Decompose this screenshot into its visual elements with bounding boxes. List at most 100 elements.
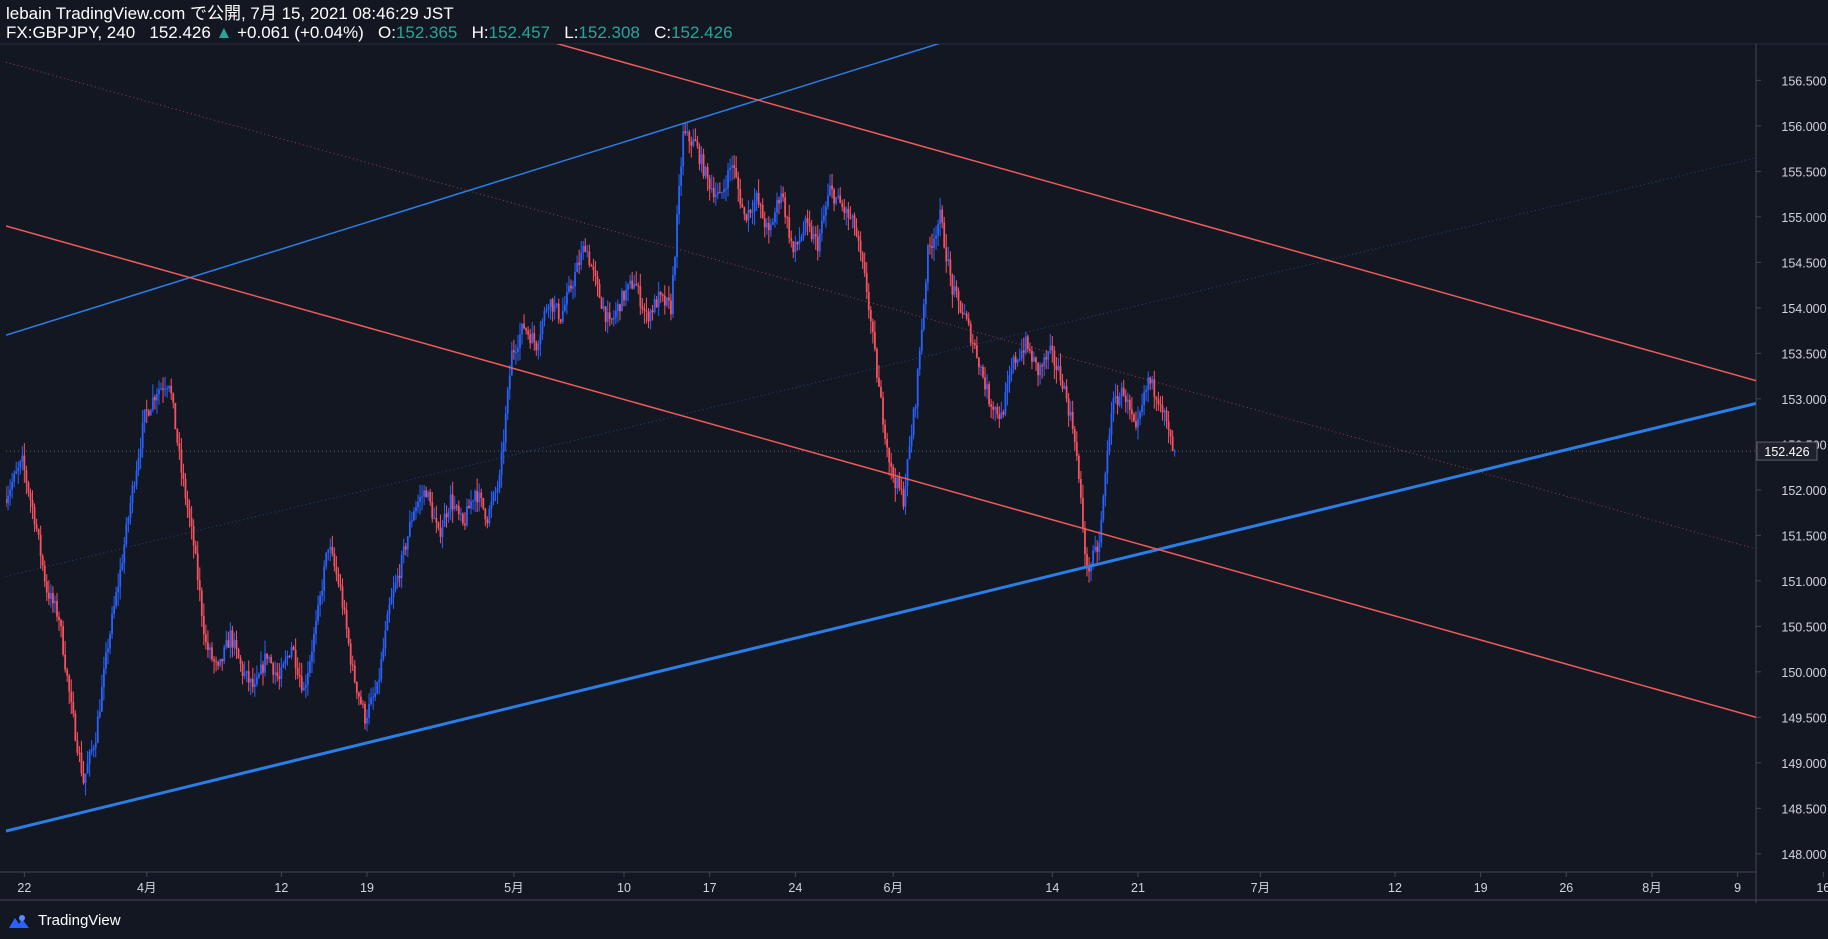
candle-body [262, 664, 264, 673]
candle [857, 230, 860, 252]
candle-body [700, 154, 703, 165]
candle-body [229, 630, 232, 648]
candle-body [419, 496, 421, 502]
candle [17, 461, 20, 484]
candle [984, 366, 986, 397]
candle-body [486, 519, 489, 524]
candle [172, 392, 175, 409]
candle [1055, 356, 1058, 384]
candle [272, 661, 275, 684]
candle [896, 474, 899, 495]
candle [672, 266, 674, 318]
candle [39, 525, 42, 569]
candle [127, 515, 130, 533]
candle [945, 234, 948, 273]
candle [763, 211, 766, 238]
candle [52, 586, 54, 613]
candle [278, 663, 281, 690]
candle [723, 179, 725, 199]
candle [825, 201, 827, 228]
candle-body [327, 549, 330, 553]
candle [1067, 392, 1070, 427]
candle [778, 196, 780, 215]
candle [15, 461, 18, 475]
candle-body [445, 513, 448, 518]
candle [616, 299, 619, 323]
candle-body [459, 513, 462, 515]
candle-body [586, 251, 589, 253]
candle-body [31, 500, 34, 508]
candle [11, 472, 14, 499]
candle-body [706, 166, 709, 179]
candle [410, 511, 413, 528]
candle [596, 270, 599, 297]
candle-body [694, 139, 697, 142]
candle-body [610, 318, 613, 320]
candle-body [68, 675, 71, 692]
candle-body [1008, 375, 1011, 384]
candle-body [778, 199, 780, 204]
candle-body [341, 586, 344, 608]
candle [645, 297, 648, 324]
candle-body [896, 477, 899, 489]
candle-body [180, 449, 183, 473]
candle [249, 677, 252, 695]
candle [665, 296, 668, 308]
candle [808, 210, 811, 233]
candle-body [865, 273, 868, 293]
candle-body [170, 386, 173, 394]
candle-body [198, 580, 201, 591]
tradingview-logo[interactable]: TradingView [6, 912, 121, 929]
candle [533, 325, 536, 351]
candle [88, 749, 91, 777]
candle [343, 599, 346, 615]
candle [729, 158, 731, 182]
candle [184, 473, 187, 506]
candle-body [957, 291, 960, 301]
candle-body [1108, 435, 1111, 452]
candle [700, 146, 703, 173]
candle [943, 216, 946, 249]
candle-body [317, 604, 319, 622]
candle [908, 436, 911, 460]
candle [641, 298, 644, 314]
candle [282, 661, 285, 669]
candle-body [500, 451, 503, 475]
candle [906, 458, 909, 497]
candle-body [243, 672, 246, 676]
candle [413, 507, 415, 522]
candle-body [461, 513, 464, 524]
candle-body [515, 351, 517, 353]
candle [563, 295, 566, 313]
candle [1061, 374, 1064, 393]
candle-body [1118, 396, 1121, 406]
candle-body [402, 546, 405, 555]
candle [506, 386, 509, 421]
candle [170, 378, 173, 400]
candle [31, 490, 34, 520]
candle [178, 432, 181, 460]
candle-body [1010, 369, 1013, 376]
candle-body [857, 235, 860, 241]
time-tick-label: 10 [617, 881, 631, 895]
candle [486, 516, 489, 529]
candle [258, 672, 260, 679]
chart-header: lebain TradingView.com で公開, 7月 15, 2021 … [6, 4, 733, 42]
candle [449, 485, 452, 521]
candle [374, 680, 377, 702]
candle-body [686, 131, 689, 134]
candle-body [945, 247, 948, 262]
candle [861, 251, 864, 269]
ohlc-legend: FX:GBPJPY, 240 152.426 ▲ +0.061 (+0.04%)… [6, 23, 733, 42]
candle [745, 213, 748, 223]
candle [531, 322, 534, 344]
price-chart[interactable]: 148.000 148.500 149.000 149.500 150.000 150.5… [0, 0, 1828, 903]
candle-body [888, 447, 891, 463]
candle-body [127, 518, 130, 524]
candle [690, 136, 693, 158]
candle [498, 469, 501, 494]
candle [827, 183, 829, 210]
candle-body [847, 208, 850, 218]
candle [466, 498, 468, 528]
candle [1033, 351, 1035, 362]
